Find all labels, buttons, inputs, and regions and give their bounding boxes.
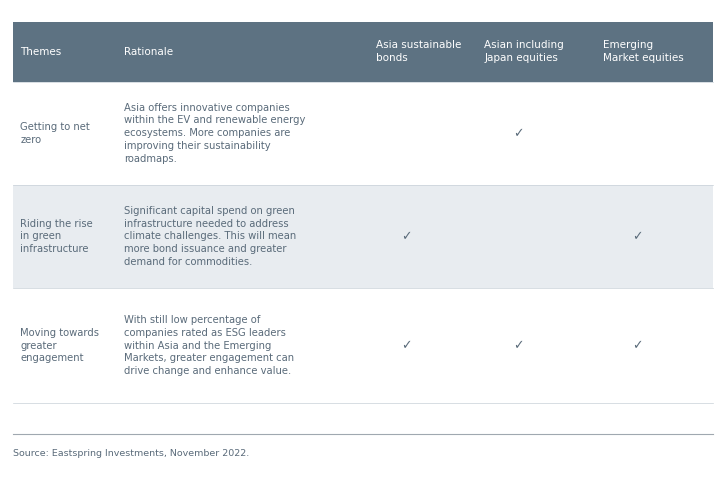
Text: ✓: ✓ [513,127,524,140]
Text: ✓: ✓ [401,339,412,352]
Text: Source: Eastspring Investments, November 2022.: Source: Eastspring Investments, November… [13,449,249,458]
Text: ✓: ✓ [513,339,524,352]
Text: Emerging
Market equities: Emerging Market equities [603,40,684,63]
Text: Riding the rise
in green
infrastructure: Riding the rise in green infrastructure [20,218,93,254]
Text: Asian including
Japan equities: Asian including Japan equities [484,40,564,63]
Text: Moving towards
greater
engagement: Moving towards greater engagement [20,328,99,363]
Text: ✓: ✓ [401,230,412,243]
Text: Asia sustainable
bonds: Asia sustainable bonds [376,40,461,63]
Bar [13,185,713,288]
Bar [13,288,713,403]
Bar [13,22,713,82]
Text: ✓: ✓ [632,230,643,243]
Text: Rationale: Rationale [124,47,173,57]
Text: Significant capital spend on green
infrastructure needed to address
climate chal: Significant capital spend on green infra… [124,206,296,267]
Text: Themes: Themes [20,47,62,57]
Text: Getting to net
zero: Getting to net zero [20,122,90,144]
Text: ✓: ✓ [632,339,643,352]
Text: Asia offers innovative companies
within the EV and renewable energy
ecosystems. : Asia offers innovative companies within … [124,103,305,164]
Bar [13,82,713,185]
Text: With still low percentage of
companies rated as ESG leaders
within Asia and the : With still low percentage of companies r… [124,315,294,376]
